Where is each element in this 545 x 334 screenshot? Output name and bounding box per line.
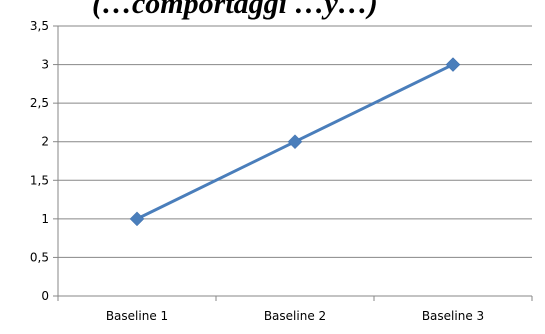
data-point: [129, 211, 145, 227]
axes: [57, 26, 532, 297]
data-point: [445, 57, 461, 72]
data-point: [287, 134, 303, 150]
y-tick-label: 2,5: [30, 96, 49, 110]
y-axis-ticks: 0 0,5 1 1,5 2 2,5 3 3,5: [30, 19, 58, 303]
x-axis-ticks: Baseline 1 Baseline 2 Baseline 3: [57, 296, 533, 323]
chart-title: (…comportaggi …y…): [92, 0, 378, 20]
y-tick-label: 1,5: [30, 173, 49, 187]
x-tick-label: Baseline 3: [422, 309, 484, 323]
x-tick-label: Baseline 2: [264, 309, 326, 323]
x-tick-label: Baseline 1: [106, 309, 168, 323]
y-tick-label: 0: [41, 289, 49, 303]
y-tick-label: 3: [41, 58, 49, 72]
y-tick-label: 1: [41, 212, 49, 226]
y-tick-label: 0,5: [30, 250, 49, 264]
y-tick-label: 3,5: [30, 19, 49, 33]
y-tick-label: 2: [41, 135, 49, 149]
series: [129, 57, 461, 227]
